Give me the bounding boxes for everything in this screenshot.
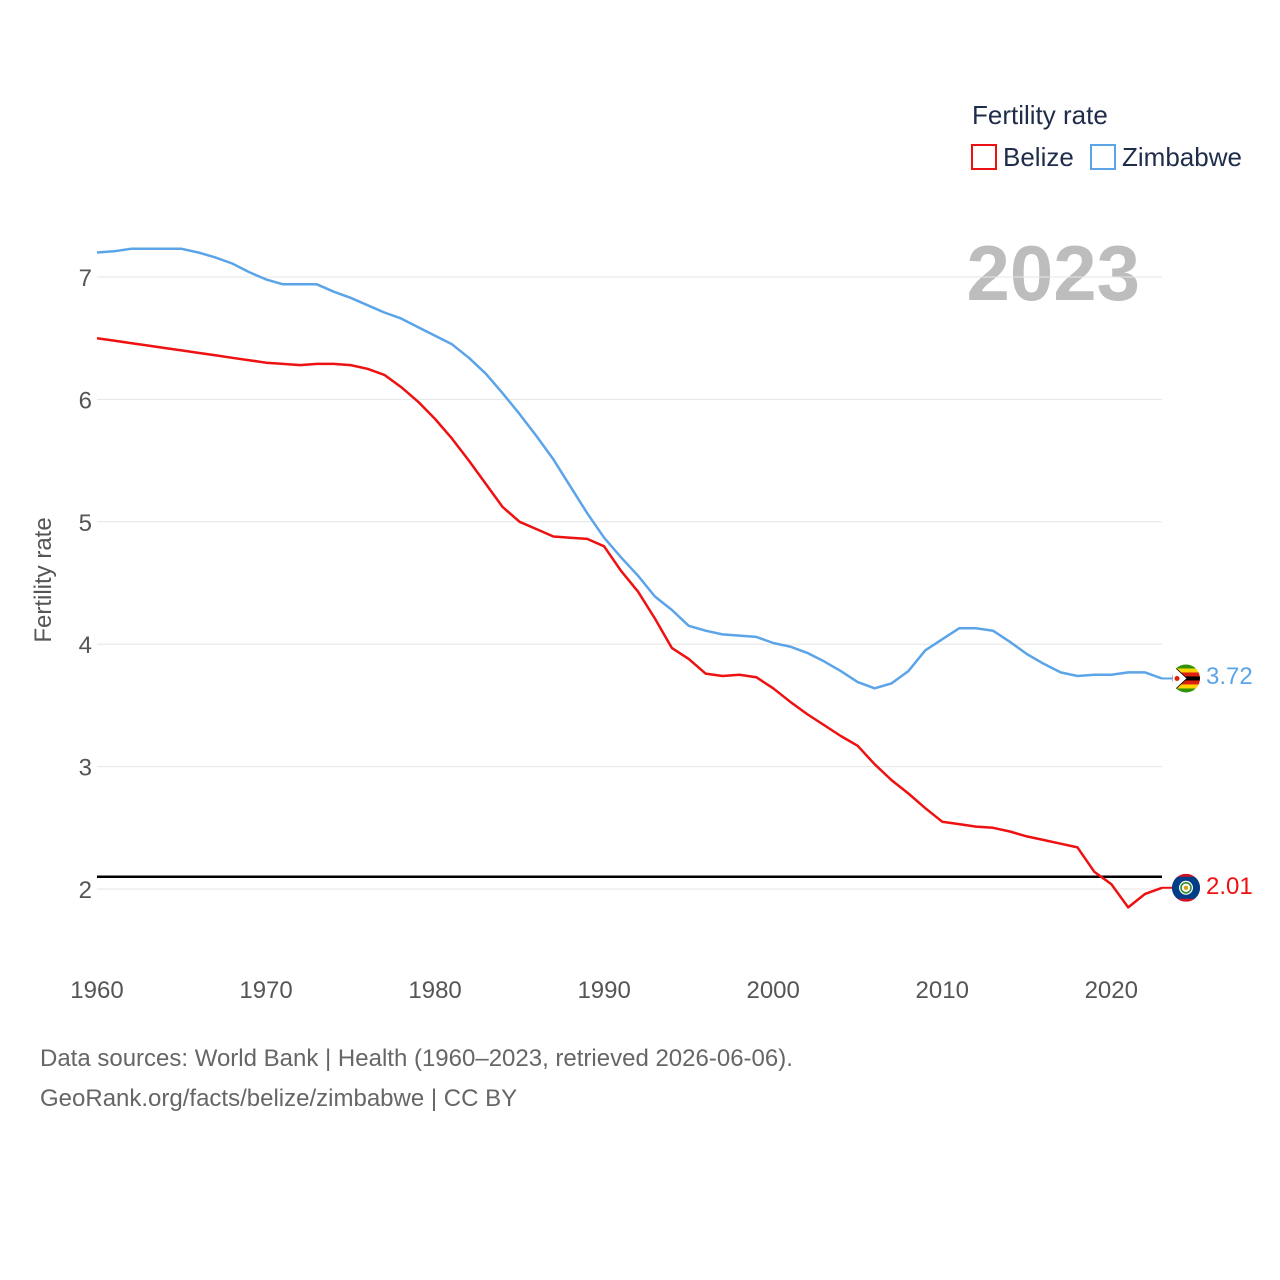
y-tick-label-5: 5 (79, 510, 92, 537)
year-label: 2023 (966, 229, 1140, 317)
legend-title: Fertility rate (972, 100, 1108, 130)
legend-item-belize[interactable]: Belize (971, 142, 1074, 172)
grid-lines (97, 276, 1162, 890)
y-axis-ticks: 2 3 4 5 6 7 (79, 265, 92, 904)
end-value-belize: 2.01 (1206, 873, 1253, 900)
series-line-belize (96, 336, 1163, 909)
x-tick-label-1970: 1970 (239, 977, 292, 1004)
footer-sources: Data sources: World Bank | Health (1960–… (40, 1045, 793, 1072)
end-value-zimbabwe: 3.72 (1206, 663, 1253, 690)
zimbabwe-flag-icon (1172, 664, 1200, 693)
legend-swatch-belize (971, 144, 997, 170)
y-axis-title: Fertility rate (30, 517, 57, 642)
y-tick-label-2: 2 (79, 877, 92, 904)
x-axis-ticks: 1960 1970 1980 1990 2000 2010 2020 (70, 977, 1138, 1004)
series-line-zimbabwe (96, 247, 1163, 690)
y-tick-label-3: 3 (79, 755, 92, 782)
footer-credit: GeoRank.org/facts/belize/zimbabwe | CC B… (40, 1085, 518, 1112)
x-tick-label-1960: 1960 (70, 977, 123, 1004)
series-lines (96, 247, 1163, 909)
x-tick-label-2010: 2010 (916, 977, 969, 1004)
y-tick-label-6: 6 (79, 387, 92, 414)
belize-flag-icon (1172, 873, 1200, 902)
x-tick-label-1990: 1990 (577, 977, 630, 1004)
y-tick-label-7: 7 (79, 265, 92, 292)
x-tick-label-1980: 1980 (408, 977, 461, 1004)
end-markers (1162, 664, 1200, 902)
x-tick-label-2020: 2020 (1085, 977, 1138, 1004)
legend-label-zimbabwe: Zimbabwe (1122, 142, 1242, 172)
x-tick-label-2000: 2000 (746, 977, 799, 1004)
legend-item-zimbabwe[interactable]: Zimbabwe (1090, 142, 1242, 172)
legend-swatch-zimbabwe (1090, 144, 1116, 170)
legend-label-belize: Belize (1003, 142, 1074, 172)
y-tick-label-4: 4 (79, 632, 92, 659)
